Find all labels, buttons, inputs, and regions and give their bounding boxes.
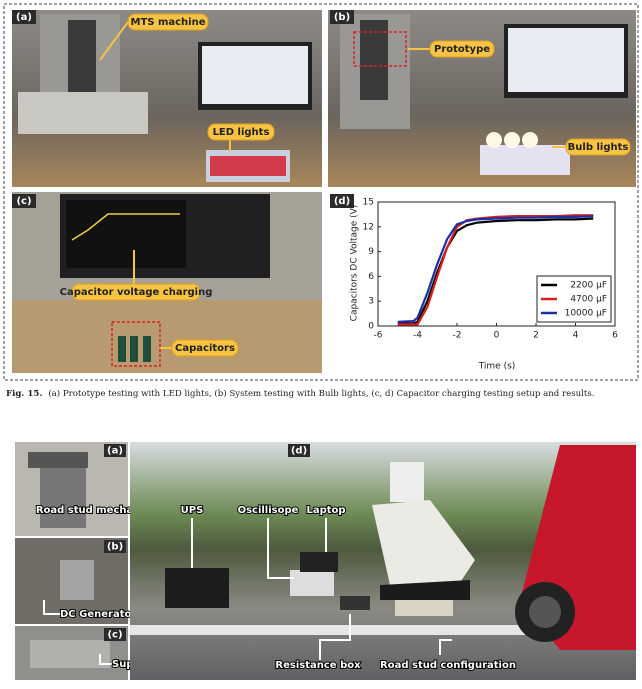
y-axis-label: Capacitors DC Voltage (V)	[350, 205, 360, 322]
panel-tag: (a)	[16, 12, 32, 23]
panel-tag: (d)	[291, 446, 307, 457]
y-tick-label: 6	[368, 272, 374, 282]
caption: Fig. 15. (a) Prototype testing with LED l…	[6, 388, 595, 399]
legend-label: 10000 µF	[565, 309, 607, 319]
photo-a: (a) MTS machine LED lights	[12, 10, 322, 187]
panel-tag: (b)	[334, 12, 350, 23]
chart-panel: (d) Time (s) Capacitors DC Voltage (V) -…	[330, 194, 618, 372]
callout: Resistance box	[275, 660, 361, 671]
callout: UPS	[181, 505, 204, 516]
x-tick-label: 0	[494, 331, 500, 341]
caption-label: Fig. 15.	[6, 389, 42, 399]
x-tick-label: -4	[413, 331, 422, 341]
callout: Bulb lights	[568, 142, 629, 153]
callout: Oscillisope	[238, 505, 299, 516]
x-tick-label: 4	[573, 331, 579, 341]
panel-tag: (b)	[107, 542, 123, 553]
photo-b: (b) Prototype Bulb lights	[328, 10, 636, 187]
callout: Capacitor voltage charging	[60, 287, 213, 298]
callout: Laptop	[306, 505, 345, 516]
y-tick-label: 9	[368, 247, 374, 257]
legend-label: 2200 µF	[570, 281, 607, 291]
callout: LED lights	[213, 127, 270, 138]
y-tick-label: 3	[368, 297, 374, 307]
panel-tag: (d)	[334, 196, 350, 207]
callout: Road stud configuration	[380, 660, 516, 671]
callout: Capacitors	[175, 343, 235, 354]
series-line	[397, 214, 594, 323]
panel-tag: (c)	[16, 196, 31, 207]
plot-frame	[377, 201, 616, 327]
y-tick-label: 15	[363, 198, 374, 208]
x-tick-label: 6	[612, 331, 618, 341]
callout: Prototype	[434, 44, 490, 55]
panel-tag: (a)	[107, 446, 123, 457]
x-tick-label: -2	[453, 331, 462, 341]
dashed-frame	[3, 3, 639, 381]
x-tick-label: -6	[374, 331, 383, 341]
photo-bottom-main: (d) UPS Oscillisope Laptop Resistance bo…	[130, 442, 636, 680]
panel-tag: (c)	[107, 630, 122, 641]
photo-c: (c) Capacitor voltage charging Capacitor…	[12, 192, 322, 373]
legend-label: 4700 µF	[570, 295, 607, 305]
series-line	[397, 217, 594, 325]
x-tick-label: 2	[533, 331, 539, 341]
y-tick-label: 0	[368, 322, 374, 332]
x-axis-label: Time (s)	[478, 362, 516, 372]
y-tick-label: 12	[363, 222, 374, 232]
callout: MTS machine	[131, 17, 206, 28]
caption-text: (a) Prototype testing with LED lights, (…	[48, 388, 594, 399]
callout: Road stud mechanism	[36, 505, 160, 516]
callout: DC Generator	[60, 609, 136, 620]
